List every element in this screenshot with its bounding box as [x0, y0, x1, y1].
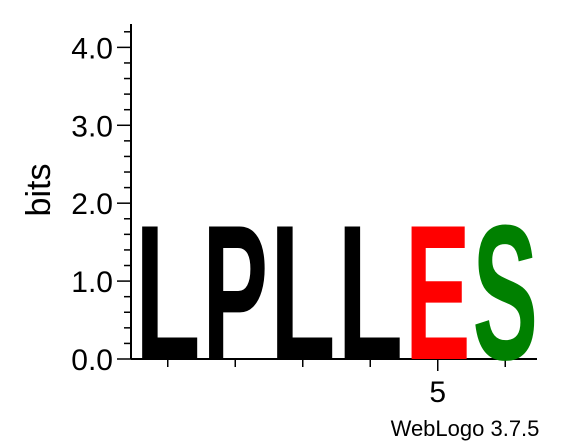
- svg-text:P: P: [203, 186, 269, 400]
- y-tick-label: 0.0: [71, 344, 113, 377]
- x-tick-label: 5: [429, 376, 446, 409]
- x-axis: [131, 358, 537, 371]
- logo-letter-l-pos-4: L: [338, 186, 403, 401]
- logo-letter-l-pos-1: L: [135, 186, 200, 401]
- logo-letter-l-pos-3: L: [270, 186, 335, 401]
- y-tick-label: 4.0: [71, 32, 113, 65]
- logo-letter-p-pos-2: P: [203, 186, 269, 400]
- y-tick-label: 1.0: [71, 266, 113, 299]
- svg-text:S: S: [473, 186, 539, 400]
- svg-text:L: L: [135, 186, 200, 401]
- svg-text:E: E: [405, 186, 471, 400]
- logo-letter-e-pos-5: E: [405, 186, 471, 400]
- y-axis-label: bits: [20, 164, 58, 217]
- svg-text:L: L: [270, 186, 335, 401]
- weblogo-footer: WebLogo 3.7.5: [391, 416, 540, 441]
- y-tick-label: 3.0: [71, 110, 113, 143]
- logo-letter-s-pos-6: S: [473, 186, 539, 400]
- svg-text:L: L: [338, 186, 403, 401]
- y-tick-label: 2.0: [71, 188, 113, 221]
- y-axis: 0.0 1.0 2.0 3.0 4.0: [71, 24, 132, 377]
